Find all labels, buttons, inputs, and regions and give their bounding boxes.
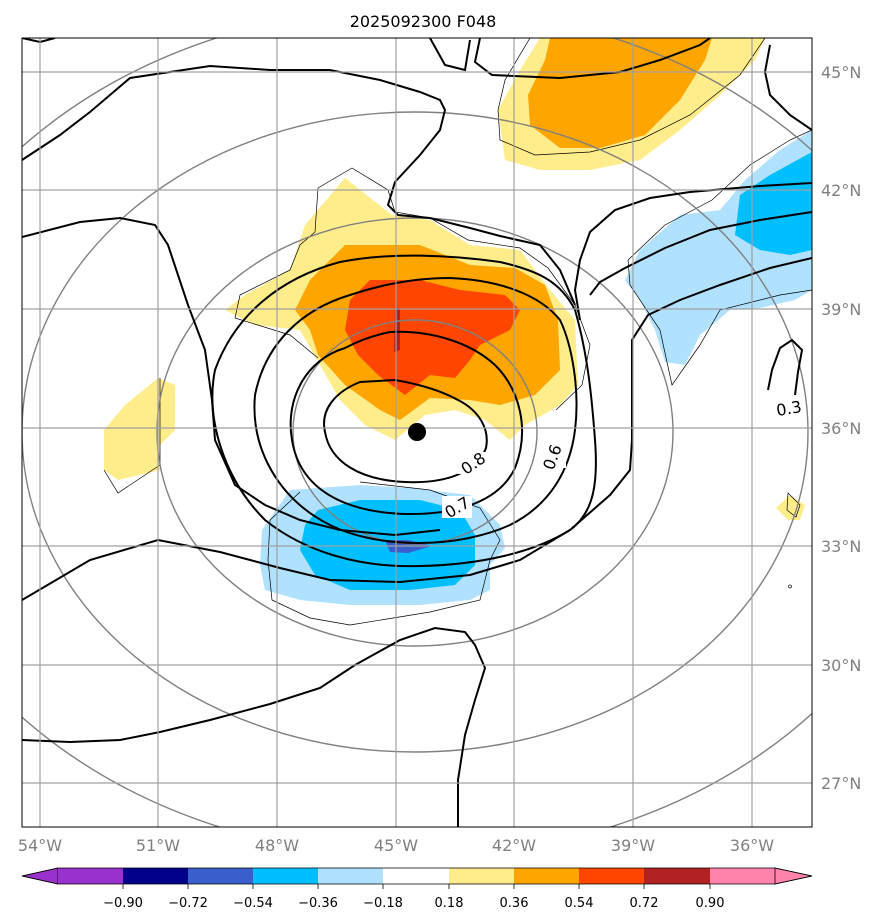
colorbar-swatch (449, 868, 514, 884)
lon-tick-label: 51°W (136, 836, 180, 855)
colorbar-swatch (123, 868, 188, 884)
lat-tick-label: 39°N (821, 300, 861, 319)
contour-label-0.3: 0.3 (775, 397, 803, 420)
colorbar-swatch (21, 867, 59, 885)
contour-0.2b (473, 38, 711, 80)
colorbar-tick-label: 0.54 (565, 896, 594, 911)
range-rings (22, 38, 812, 827)
colorbar-swatch (579, 868, 644, 884)
colorbar-swatch (514, 868, 579, 884)
colorbar-swatch (188, 868, 253, 884)
shade-positive-ne-orange (528, 38, 712, 148)
colorbar-tick-label: 0.36 (500, 896, 529, 911)
contour-0.4 (573, 182, 812, 321)
colorbar-swatch (58, 868, 123, 884)
contour-0.5 (211, 254, 597, 568)
shade-negative-east-blue (735, 152, 812, 255)
lat-tick-label: 27°N (821, 774, 861, 793)
contour-0.3-small (767, 338, 804, 396)
colorbar-swatch (383, 868, 449, 884)
colorbar-tick-label: −0.18 (363, 896, 403, 911)
colorbar-swatch (774, 867, 813, 885)
contour-0.7 (289, 330, 523, 516)
colorbar-tick-label: −0.90 (103, 896, 143, 911)
contour-0.6 (253, 276, 578, 544)
colorbar-swatch (644, 868, 710, 884)
lat-tick-label: 30°N (821, 656, 861, 675)
shade-outlines (103, 38, 812, 626)
colorbar-tick-label: −0.54 (233, 896, 273, 911)
lon-tick-label: 36°W (730, 836, 774, 855)
lon-tick-label: 42°W (492, 836, 536, 855)
map-title: 2025092300 F048 (350, 12, 497, 31)
shade-positive-west-yellow (104, 378, 175, 480)
lon-tick-label: 45°W (374, 836, 418, 855)
gridlines (22, 38, 812, 827)
contour-0.3 (429, 38, 471, 72)
contour-0.4b (589, 211, 812, 296)
lat-tick-label: 45°N (821, 63, 861, 82)
storm-center-marker (408, 423, 426, 441)
contour-0.2e (763, 44, 812, 131)
lat-tick-label: 42°N (821, 181, 861, 200)
colorbar-swatch (318, 868, 383, 884)
longitude-axis: 54°W 51°W 48°W 45°W 42°W 39°W 36°W (18, 836, 774, 855)
colorbar-swatch (710, 868, 775, 884)
colorbar-tick-label: 0.72 (630, 896, 659, 911)
contour-0.2d (22, 626, 487, 827)
lon-tick-label: 54°W (18, 836, 62, 855)
lon-tick-label: 48°W (255, 836, 299, 855)
colorbar-swatch (253, 868, 318, 884)
plot-area: 0.8 0.7 0.6 0.3 (22, 38, 812, 827)
contour-0.2c (22, 216, 441, 537)
colorbar: −0.90 −0.72 −0.54 −0.36 −0.18 0.18 0.36 … (21, 867, 813, 911)
colorbar-tick-label: −0.72 (168, 896, 208, 911)
colorbar-tick-label: −0.36 (298, 896, 338, 911)
colorbar-tick-label: 0.90 (696, 896, 725, 911)
colorbar-tick-label: 0.18 (435, 896, 464, 911)
lat-tick-label: 36°N (821, 419, 861, 438)
contour-0.8 (323, 378, 488, 484)
lon-tick-label: 39°W (611, 836, 655, 855)
contour-label-group: 0.8 0.7 0.6 0.3 (441, 397, 804, 522)
shade-positive-center-darkred (394, 308, 400, 352)
lat-tick-label: 33°N (821, 537, 861, 556)
colorbar-outline (21, 867, 813, 885)
shade-positive-east-yellow (776, 495, 805, 520)
contour-0.4c (22, 257, 812, 601)
plot-frame (21, 37, 813, 828)
latitude-axis: 45°N 42°N 39°N 36°N 33°N 30°N 27°N (821, 63, 861, 793)
